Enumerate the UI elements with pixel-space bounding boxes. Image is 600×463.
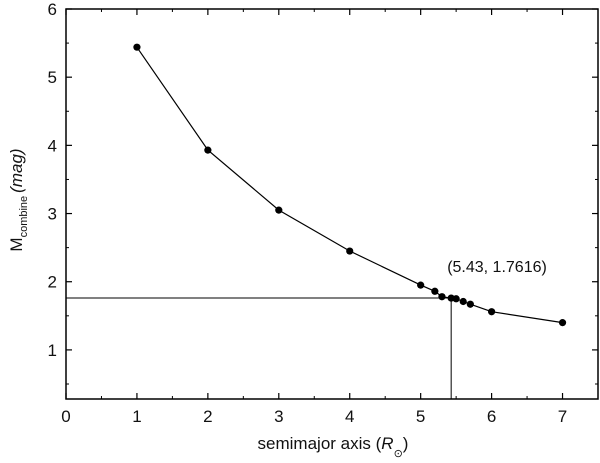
y-tick-label: 3	[48, 205, 57, 224]
y-tick-label: 1	[48, 341, 57, 360]
x-axis-title: semimajor axis (R⊙)	[258, 434, 409, 460]
x-axis-title-close: )	[403, 434, 409, 453]
data-point	[417, 281, 425, 289]
x-tick-label: 3	[274, 407, 283, 426]
y-tick-label: 4	[48, 136, 57, 155]
annotation-label: (5.43, 1.7616)	[447, 259, 547, 276]
data-point	[466, 300, 474, 308]
x-axis-title-symbol: R	[381, 434, 393, 453]
data-series	[133, 43, 567, 327]
annotation-guide-lines	[66, 297, 452, 399]
data-point	[275, 206, 283, 214]
plot-frame	[65, 8, 599, 400]
data-point	[459, 297, 467, 306]
y-axis-title-subscript: combine	[18, 196, 30, 238]
x-tick-label: 2	[203, 407, 212, 426]
data-point	[438, 293, 446, 301]
x-tick-label: 7	[558, 407, 567, 426]
x-axis-title-subscript: ⊙	[394, 448, 403, 460]
x-axis-title-main: semimajor axis (	[258, 434, 382, 453]
data-point	[452, 295, 460, 303]
data-point	[133, 43, 141, 51]
y-axis-title: Mcombine (mag)	[7, 148, 30, 251]
axis-ticks: 0 1 2 3 4 5 6 7 1 2 3 4 5 6	[48, 0, 598, 426]
x-tick-label: 1	[132, 407, 141, 426]
y-tick-label: 2	[48, 273, 57, 292]
x-tick-label: 0	[61, 407, 70, 426]
x-tick-label: 5	[416, 407, 425, 426]
data-point	[431, 287, 439, 295]
series-line	[136, 46, 563, 324]
data-point	[488, 308, 496, 316]
x-tick-label: 4	[345, 407, 354, 426]
y-axis-title-main: M	[7, 237, 26, 251]
data-point	[346, 247, 354, 255]
data-point	[204, 146, 212, 154]
x-tick-label: 6	[487, 407, 496, 426]
data-point	[558, 319, 567, 327]
y-tick-label: 6	[48, 0, 57, 19]
y-tick-label: 5	[48, 68, 57, 87]
y-axis-title-unit: (mag)	[7, 148, 26, 192]
